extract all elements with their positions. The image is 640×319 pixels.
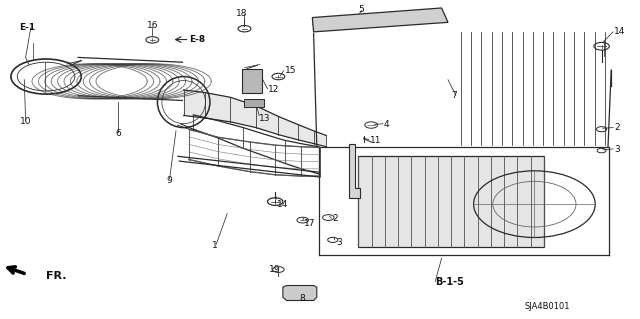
Text: 2: 2 [614, 123, 620, 132]
Polygon shape [283, 286, 317, 300]
Polygon shape [312, 8, 448, 32]
Text: 9: 9 [167, 176, 172, 185]
Text: 12: 12 [268, 85, 279, 94]
Bar [358, 156, 544, 247]
Text: 16: 16 [147, 21, 158, 30]
Text: 6: 6 [116, 130, 121, 138]
Text: B-1-5: B-1-5 [435, 277, 464, 287]
Text: 5: 5 [359, 5, 364, 14]
Text: 10: 10 [20, 117, 31, 126]
Text: 13: 13 [259, 114, 271, 122]
Text: 4: 4 [384, 120, 390, 129]
Text: FR.: FR. [46, 271, 67, 281]
Text: 18: 18 [236, 9, 248, 18]
Bar [242, 69, 262, 93]
Bar [244, 99, 264, 107]
Text: 1: 1 [212, 241, 217, 250]
Polygon shape [349, 144, 360, 198]
Text: E-1: E-1 [19, 23, 35, 32]
Text: 14: 14 [276, 200, 288, 209]
Circle shape [294, 290, 305, 295]
Text: E-8: E-8 [189, 35, 205, 44]
Polygon shape [184, 90, 326, 147]
Text: 3: 3 [614, 145, 620, 154]
Text: 14: 14 [614, 27, 626, 36]
Text: 11: 11 [370, 136, 381, 145]
Text: 8: 8 [300, 294, 305, 303]
Text: 3: 3 [336, 238, 342, 247]
Text: 17: 17 [304, 219, 316, 228]
Text: 15: 15 [285, 66, 296, 75]
Text: 19: 19 [269, 265, 281, 274]
Text: SJA4B0101: SJA4B0101 [525, 302, 570, 311]
Text: 7: 7 [452, 91, 457, 100]
Text: 2: 2 [333, 214, 339, 223]
